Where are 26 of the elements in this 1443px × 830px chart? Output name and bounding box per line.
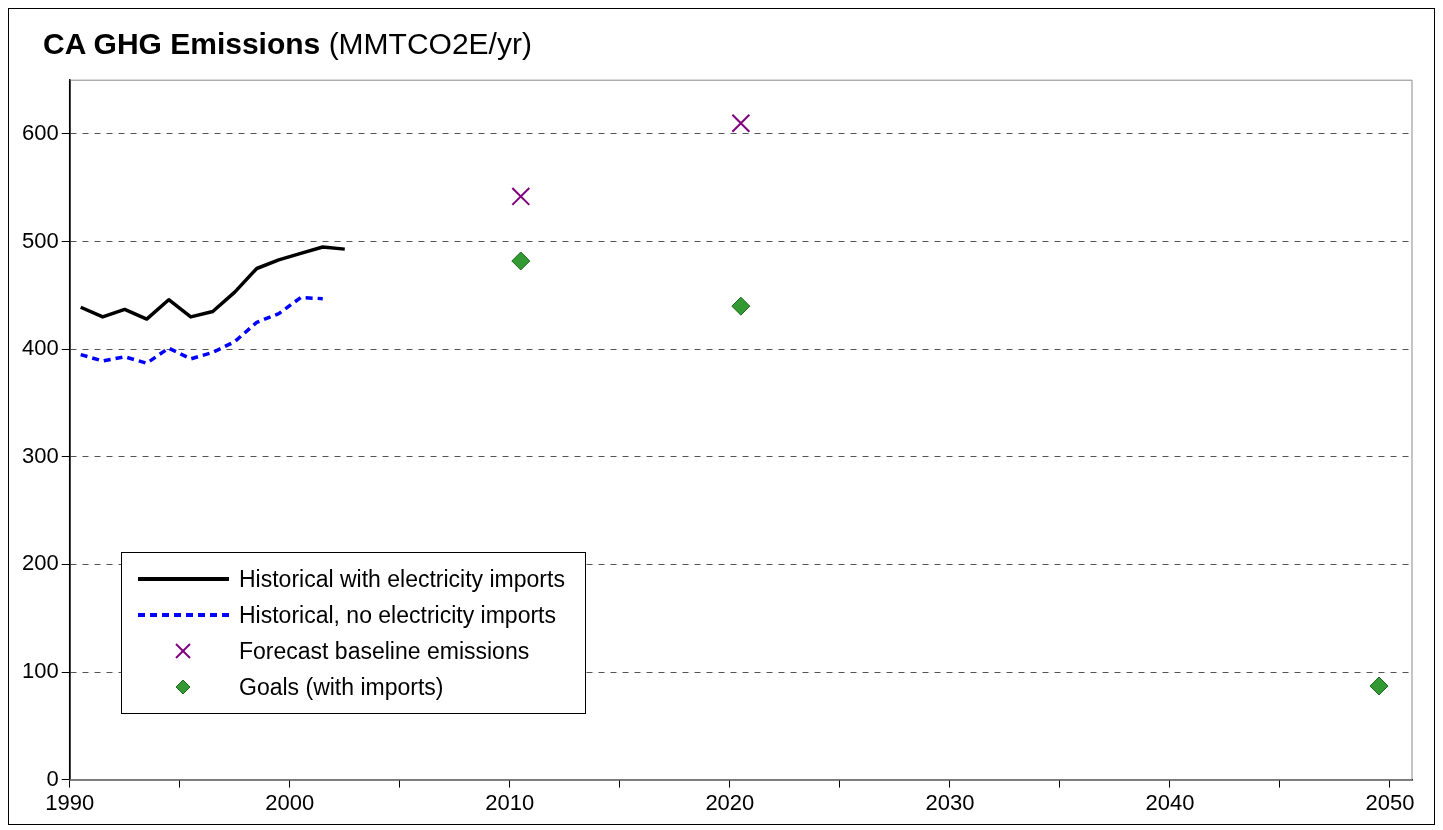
point — [731, 113, 751, 133]
chart-title: CA GHG Emissions — [43, 27, 321, 60]
legend-label: Forecast baseline emissions — [239, 637, 530, 665]
y-tick-label: 200 — [21, 550, 59, 576]
x-tick-label: 1990 — [45, 789, 95, 815]
legend-label: Historical, no electricity imports — [239, 601, 556, 629]
x-tick-label: 2040 — [1145, 789, 1195, 815]
point — [511, 251, 531, 271]
legend-label: Historical with electricity imports — [239, 565, 565, 593]
y-tick-label: 0 — [46, 765, 59, 791]
y-tick-label: 400 — [21, 335, 59, 361]
x-tick-label: 2030 — [925, 789, 975, 815]
y-tick-label: 500 — [21, 227, 59, 253]
y-tick-label: 300 — [21, 442, 59, 468]
line-series — [78, 295, 325, 365]
y-tick-label: 100 — [21, 658, 59, 684]
y-tick-label: 600 — [21, 120, 59, 146]
x-tick-label: 2020 — [705, 789, 755, 815]
x-tick-label: 2000 — [265, 789, 315, 815]
chart-subtitle: (MMTCO2E/yr) — [328, 27, 532, 60]
point — [1369, 676, 1389, 696]
x-tick-label: 2010 — [485, 789, 535, 815]
x-tick-label: 2050 — [1365, 789, 1415, 815]
point — [511, 186, 531, 206]
legend-label: Goals (with imports) — [239, 673, 444, 701]
point — [731, 296, 751, 316]
